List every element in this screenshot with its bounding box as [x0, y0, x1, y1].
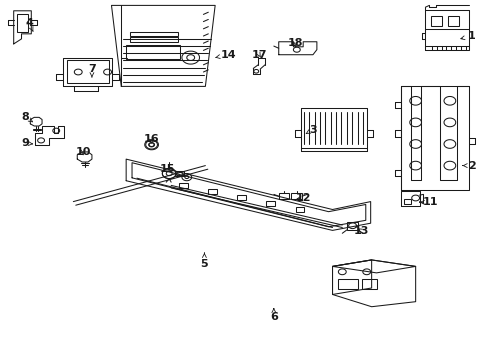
- Bar: [430, 16, 441, 26]
- Bar: [278, 193, 289, 199]
- Text: 17: 17: [251, 50, 266, 60]
- Text: 12: 12: [295, 193, 310, 203]
- Bar: [207, 189, 216, 194]
- Text: 14: 14: [215, 50, 236, 60]
- Text: 16: 16: [143, 134, 159, 144]
- Bar: [126, 45, 180, 59]
- Text: 4: 4: [25, 18, 33, 31]
- Bar: [346, 222, 357, 230]
- Bar: [338, 279, 357, 289]
- Text: 1: 1: [460, 31, 475, 41]
- Bar: [129, 37, 178, 42]
- Bar: [129, 32, 178, 36]
- Bar: [403, 199, 410, 204]
- Text: 8: 8: [21, 112, 33, 122]
- Bar: [291, 193, 302, 199]
- Bar: [17, 14, 28, 32]
- Text: 9: 9: [21, 138, 32, 148]
- Bar: [447, 16, 458, 26]
- Bar: [237, 195, 245, 200]
- Bar: [179, 183, 187, 188]
- Text: 15: 15: [159, 164, 175, 174]
- Text: 13: 13: [353, 226, 369, 236]
- Bar: [175, 171, 183, 176]
- Text: 11: 11: [419, 197, 437, 207]
- Text: 5: 5: [200, 253, 208, 269]
- Bar: [66, 60, 108, 83]
- Text: 10: 10: [75, 147, 91, 157]
- Bar: [295, 207, 304, 212]
- Bar: [361, 279, 376, 289]
- Text: 6: 6: [269, 309, 277, 322]
- Text: 2: 2: [462, 161, 475, 171]
- Text: 18: 18: [287, 38, 303, 48]
- Text: 3: 3: [305, 125, 316, 135]
- Bar: [266, 201, 275, 206]
- Text: 7: 7: [88, 64, 96, 77]
